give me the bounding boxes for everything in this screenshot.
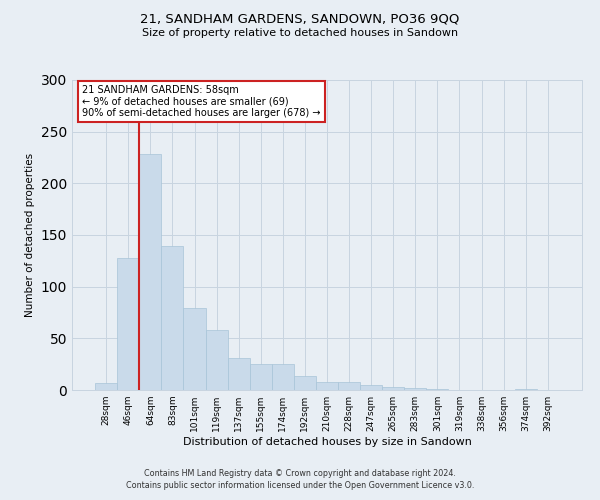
Y-axis label: Number of detached properties: Number of detached properties: [25, 153, 35, 317]
Bar: [184, 308, 206, 390]
Bar: [515, 389, 537, 390]
Bar: [95, 383, 117, 390]
Text: Size of property relative to detached houses in Sandown: Size of property relative to detached ho…: [142, 28, 458, 38]
Bar: [139, 154, 161, 390]
Bar: [272, 364, 294, 390]
Bar: [117, 258, 139, 390]
Text: 21 SANDHAM GARDENS: 58sqm
← 9% of detached houses are smaller (69)
90% of semi-d: 21 SANDHAM GARDENS: 58sqm ← 9% of detach…: [82, 84, 320, 118]
Bar: [382, 387, 404, 390]
Bar: [227, 358, 250, 390]
Bar: [206, 330, 227, 390]
Bar: [161, 246, 184, 390]
Text: Contains HM Land Registry data © Crown copyright and database right 2024.: Contains HM Land Registry data © Crown c…: [144, 468, 456, 477]
Bar: [360, 385, 382, 390]
Text: 21, SANDHAM GARDENS, SANDOWN, PO36 9QQ: 21, SANDHAM GARDENS, SANDOWN, PO36 9QQ: [140, 12, 460, 26]
Bar: [250, 364, 272, 390]
X-axis label: Distribution of detached houses by size in Sandown: Distribution of detached houses by size …: [182, 437, 472, 447]
Bar: [294, 376, 316, 390]
Bar: [316, 382, 338, 390]
Text: Contains public sector information licensed under the Open Government Licence v3: Contains public sector information licen…: [126, 481, 474, 490]
Bar: [427, 389, 448, 390]
Bar: [404, 388, 427, 390]
Bar: [338, 382, 360, 390]
